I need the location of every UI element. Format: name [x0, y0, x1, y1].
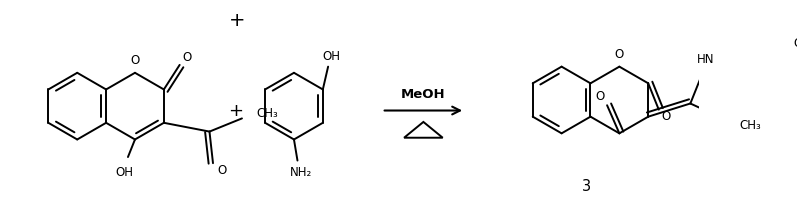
Text: O: O — [614, 48, 624, 61]
Text: +: + — [229, 11, 245, 30]
Text: 3: 3 — [582, 179, 591, 194]
Text: CH₃: CH₃ — [740, 119, 761, 132]
Text: O: O — [182, 51, 191, 64]
Text: O: O — [131, 54, 139, 67]
Text: O: O — [662, 110, 670, 123]
Text: MeOH: MeOH — [401, 88, 446, 101]
Text: O: O — [217, 164, 226, 177]
Text: OH: OH — [116, 166, 133, 179]
Text: NH₂: NH₂ — [290, 166, 312, 179]
Text: O: O — [595, 90, 605, 103]
Text: +: + — [228, 101, 242, 119]
Text: HN: HN — [697, 53, 714, 66]
Text: CH₃: CH₃ — [257, 107, 279, 120]
Text: OH: OH — [323, 50, 340, 63]
Text: OH: OH — [794, 37, 797, 50]
